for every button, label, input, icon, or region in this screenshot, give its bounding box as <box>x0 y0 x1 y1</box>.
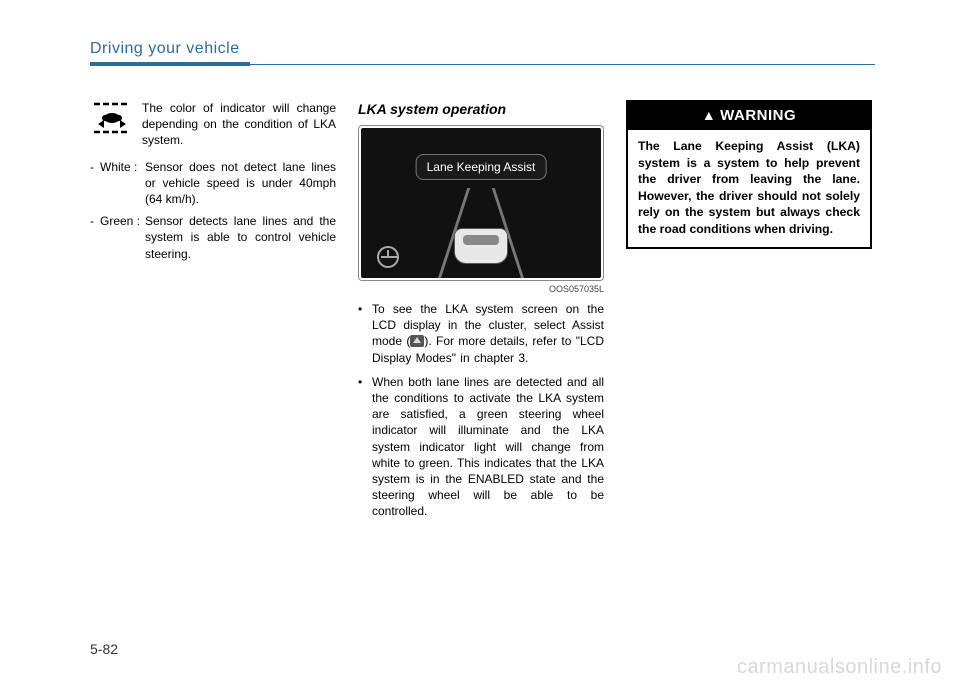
page-number: 5-82 <box>90 641 118 657</box>
lka-indicator-icon <box>90 100 134 136</box>
detail-row-white: - White : Sensor does not detect lane li… <box>90 159 336 208</box>
warning-box: ▲ WARNING The Lane Keeping Assist (LKA) s… <box>626 100 872 249</box>
photo-code: OOS057035L <box>358 283 604 295</box>
bullet-2-text: When both lane lines are detected and al… <box>372 374 604 520</box>
detail-row-green: - Green : Sensor detects lane lines and … <box>90 213 336 262</box>
column-3: ▲ WARNING The Lane Keeping Assist (LKA) s… <box>626 100 872 527</box>
dash: - <box>90 159 100 208</box>
green-text: Sensor detects lane lines and the system… <box>145 213 336 262</box>
bullet-2: • When both lane lines are detected and … <box>358 374 604 520</box>
indicator-intro: The color of indicator will change depen… <box>90 100 336 149</box>
warning-header: ▲ WARNING <box>628 102 870 130</box>
car-icon <box>454 228 508 264</box>
header-divider <box>90 62 875 66</box>
warning-header-text: WARNING <box>720 107 796 124</box>
bullet-1-text: To see the LKA system screen on the LCD … <box>372 301 604 366</box>
lka-operation-title: LKA system operation <box>358 100 604 119</box>
column-2: LKA system operation Lane Keeping Assist… <box>358 100 604 527</box>
green-label: Green : <box>100 213 145 262</box>
watermark: carmanualsonline.info <box>737 656 942 679</box>
bullet-marker: • <box>358 374 366 520</box>
column-1: The color of indicator will change depen… <box>90 100 336 527</box>
dash: - <box>90 213 100 262</box>
lka-screen-photo: Lane Keeping Assist <box>361 128 601 278</box>
manual-page: Driving your vehicle The color of in <box>60 20 905 665</box>
photo-frame: Lane Keeping Assist <box>358 125 604 281</box>
divider-thick <box>90 62 250 66</box>
steering-wheel-icon <box>377 246 399 268</box>
warning-triangle-icon: ▲ <box>702 108 716 122</box>
bullet-marker: • <box>358 301 366 366</box>
photo-caption: Lane Keeping Assist <box>416 154 547 180</box>
section-header: Driving your vehicle <box>90 40 875 58</box>
content-columns: The color of indicator will change depen… <box>90 100 875 527</box>
white-label: White : <box>100 159 145 208</box>
white-text: Sensor does not detect lane lines or veh… <box>145 159 336 208</box>
bullet-1: • To see the LKA system screen on the LC… <box>358 301 604 366</box>
intro-text: The color of indicator will change depen… <box>142 100 336 149</box>
warning-body: The Lane Keeping Assist (LKA) system is … <box>628 130 870 247</box>
assist-mode-icon <box>410 335 424 347</box>
